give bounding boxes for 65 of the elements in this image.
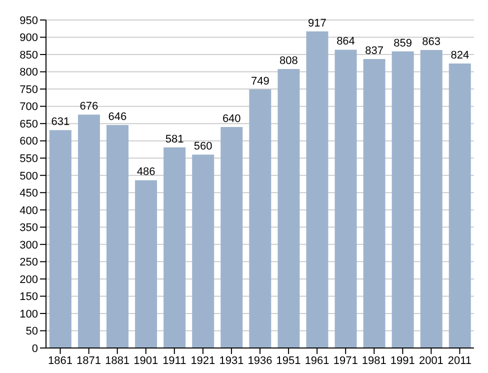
bar [420, 50, 442, 348]
x-tick-label: 1931 [219, 354, 244, 367]
y-tick-label: 300 [20, 239, 38, 252]
bar [278, 69, 300, 348]
x-tick-label: 1861 [48, 354, 73, 367]
y-tick-label: 100 [20, 308, 38, 320]
bar [363, 59, 386, 348]
x-tick-label: 1901 [134, 354, 158, 367]
y-tick-label: 900 [20, 32, 38, 44]
bar [135, 180, 158, 348]
data-label: 640 [222, 113, 241, 126]
y-tick-label: 550 [20, 153, 38, 166]
y-tick-label: 400 [20, 204, 38, 217]
x-tick-label: 1981 [362, 354, 386, 367]
y-tick-label: 600 [20, 136, 38, 148]
y-tick-label: 950 [20, 14, 38, 27]
y-tick-label: 700 [20, 101, 38, 114]
x-tick-label: 1881 [105, 354, 130, 367]
bar [106, 124, 128, 348]
data-label: 864 [336, 36, 355, 48]
x-tick-label: 1991 [390, 354, 415, 367]
x-tick-label: 1871 [76, 354, 102, 367]
x-tick-label: 1911 [162, 354, 186, 367]
bar [334, 50, 357, 348]
data-label: 631 [51, 116, 70, 128]
y-tick-label: 750 [20, 84, 38, 96]
bar [164, 147, 186, 348]
data-label: 560 [194, 140, 212, 153]
y-tick-label: 450 [20, 188, 38, 200]
data-label: 646 [108, 110, 127, 123]
data-label: 837 [365, 45, 384, 58]
y-tick-label: 200 [20, 274, 38, 286]
data-label: 859 [394, 37, 412, 50]
data-label: 824 [450, 50, 470, 62]
bar [78, 114, 100, 348]
data-label: 676 [80, 100, 98, 113]
data-label: 749 [250, 75, 270, 88]
x-tick-label: 1961 [304, 354, 330, 367]
bar [249, 89, 272, 348]
y-tick-label: 150 [20, 291, 38, 304]
data-label: 581 [165, 133, 184, 146]
x-tick-label: 1951 [276, 354, 301, 367]
x-tick-label: 1971 [333, 354, 358, 367]
y-tick-label: 50 [26, 326, 38, 338]
y-tick-label: 850 [20, 49, 38, 62]
x-tick-label: 1936 [248, 354, 272, 367]
data-label: 863 [422, 36, 441, 48]
y-tick-label: 800 [20, 66, 38, 79]
bar [192, 154, 214, 348]
data-label: 486 [136, 166, 156, 178]
data-label: 917 [308, 17, 326, 30]
y-tick-label: 250 [20, 256, 38, 269]
x-tick-label: 2001 [418, 354, 444, 367]
x-tick-label: 2011 [448, 354, 472, 367]
bar [448, 64, 471, 348]
y-tick-label: 500 [20, 170, 38, 182]
bar [220, 127, 243, 348]
x-tick-label: 1921 [190, 354, 216, 367]
bar [49, 130, 72, 348]
bar [306, 31, 328, 348]
bar [392, 51, 414, 348]
y-tick-label: 650 [20, 118, 38, 130]
data-label: 808 [280, 55, 298, 68]
y-tick-label: 350 [20, 222, 38, 234]
y-tick-label: 0 [32, 342, 38, 355]
